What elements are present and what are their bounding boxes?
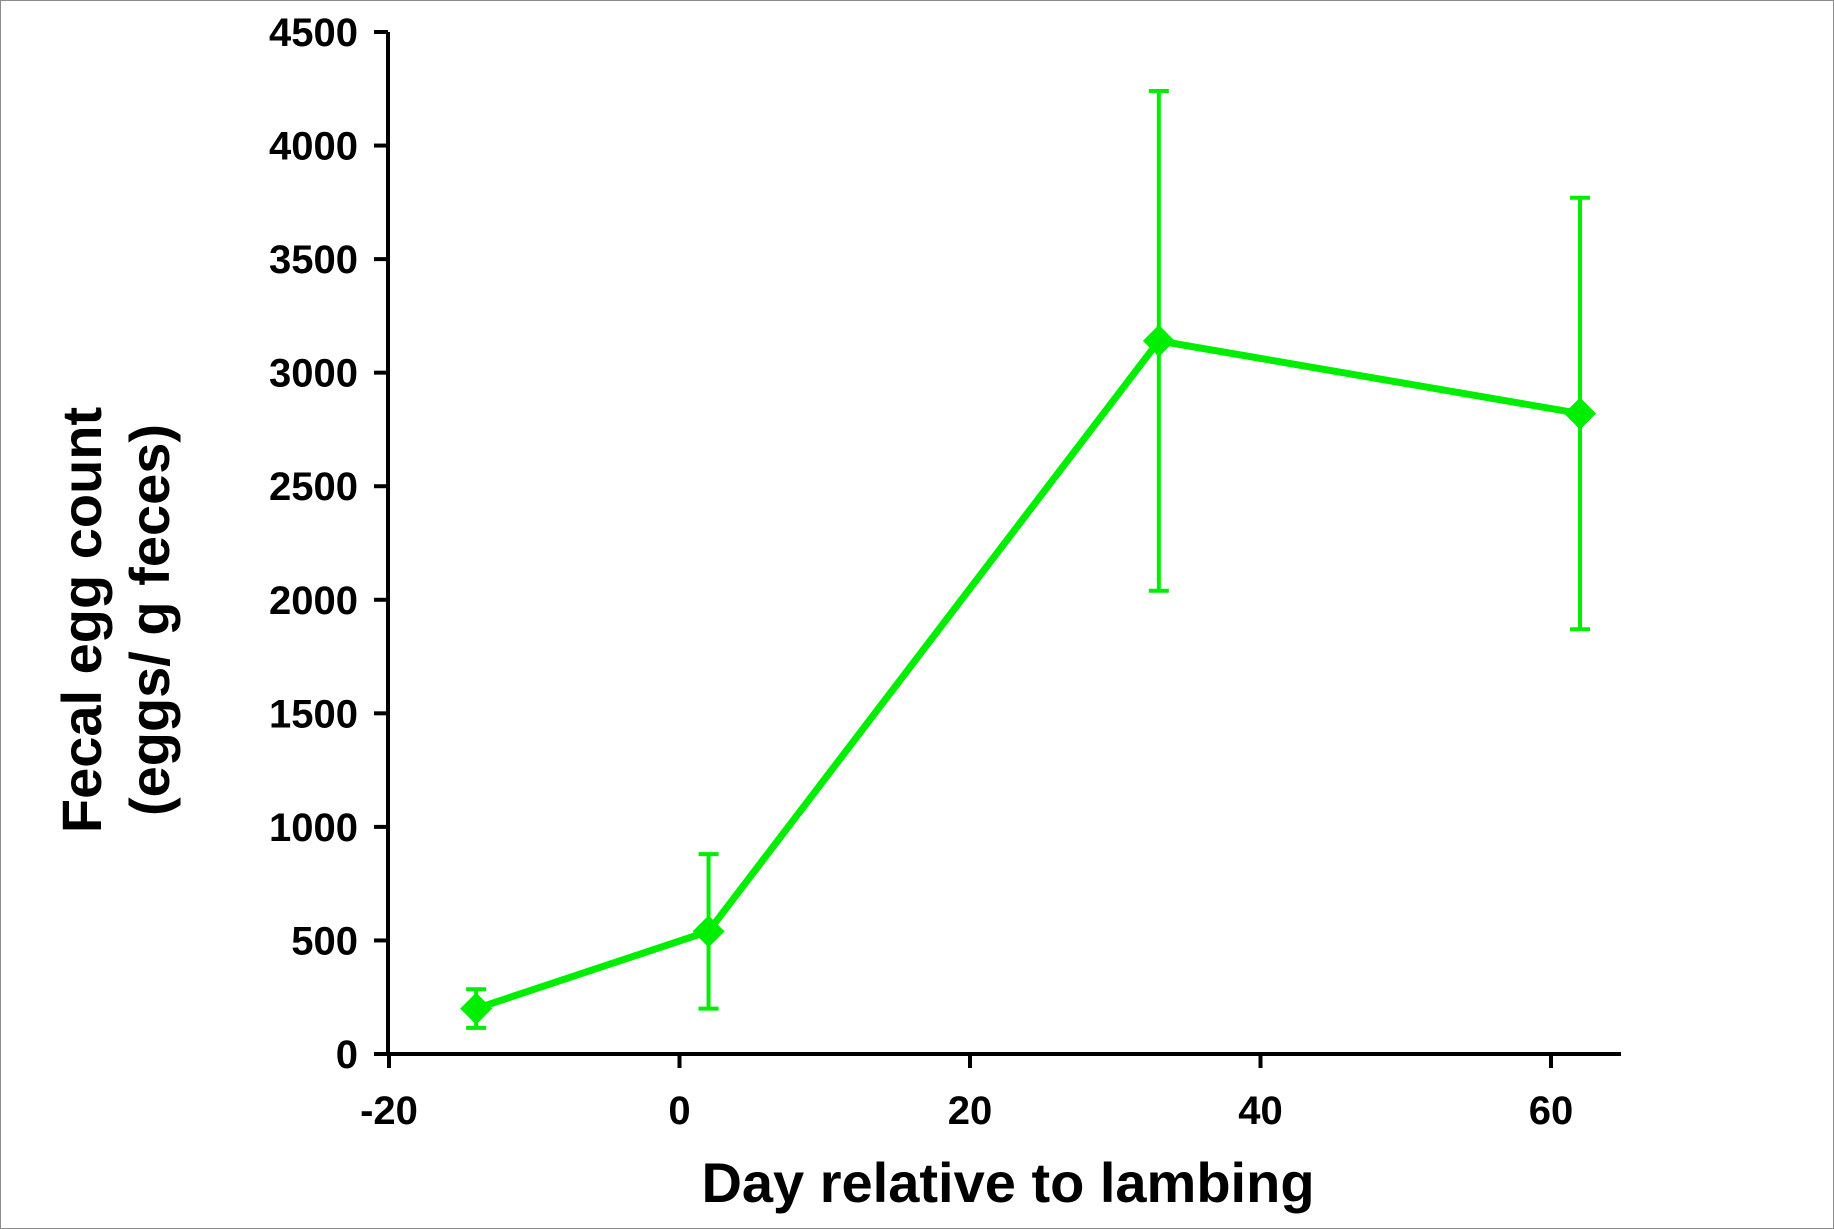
y-tick-label: 2500	[269, 465, 358, 509]
x-tick-label: 60	[1529, 1089, 1574, 1133]
x-tick-label: 40	[1238, 1089, 1283, 1133]
y-axis-title-line-1: Fecal egg count	[50, 407, 113, 833]
data-point-marker	[1142, 324, 1175, 357]
series-layer	[460, 89, 1597, 1030]
y-tick-label: 4000	[269, 125, 358, 169]
y-tick-label: 1000	[269, 806, 358, 850]
x-tick-label: 0	[668, 1089, 690, 1133]
series-line	[475, 337, 1581, 1012]
y-tick-label: 1500	[269, 692, 358, 736]
y-tick-label: 2000	[269, 579, 358, 623]
data-point-marker	[1564, 397, 1597, 430]
data-point-marker	[692, 915, 725, 948]
y-tick-label: 0	[336, 1033, 358, 1077]
x-tick-label: 20	[948, 1089, 993, 1133]
y-tick-label: 500	[291, 919, 358, 963]
axis-titles: Day relative to lambing Fecal egg count …	[50, 407, 1315, 1214]
data-point-marker	[460, 992, 493, 1025]
y-axis-title-line-2: (eggs/ g feces)	[118, 424, 181, 816]
y-tick-label: 3000	[269, 352, 358, 396]
x-tick-label: -20	[360, 1089, 418, 1133]
y-tick-label: 3500	[269, 238, 358, 282]
axes	[386, 32, 1621, 1056]
y-tick-label: 4500	[269, 11, 358, 55]
x-axis-title: Day relative to lambing	[701, 1151, 1314, 1214]
